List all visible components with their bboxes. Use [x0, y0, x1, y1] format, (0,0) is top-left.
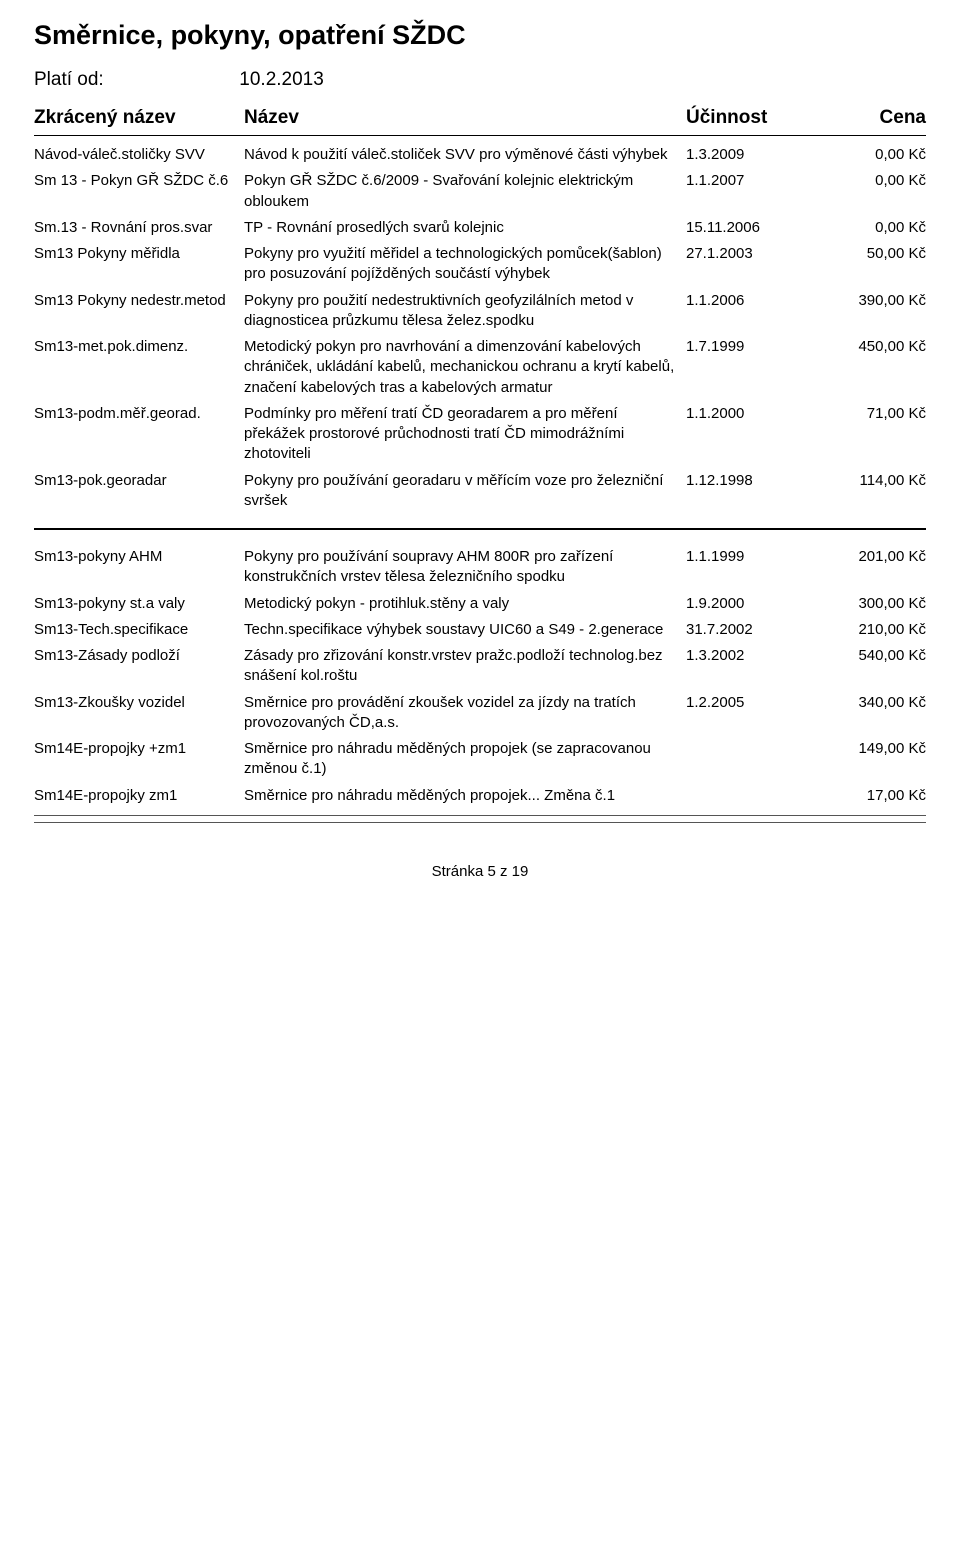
meta-label: Platí od:: [34, 69, 234, 91]
cell-eff: 15.11.2006: [686, 218, 806, 238]
cell-short: Sm13-Zásady podloží: [34, 646, 244, 666]
table-row: Sm13-Tech.specifikaceTechn.specifikace v…: [34, 617, 926, 643]
cell-price: 17,00 Kč: [806, 786, 926, 806]
cell-short: Sm13 Pokyny měřidla: [34, 244, 244, 264]
header-name: Název: [244, 107, 686, 129]
cell-name: Pokyny pro používání soupravy AHM 800R p…: [244, 547, 686, 588]
cell-name: Metodický pokyn - protihluk.stěny a valy: [244, 594, 686, 614]
cell-price: 540,00 Kč: [806, 646, 926, 666]
meta-row: Platí od: 10.2.2013: [34, 69, 926, 91]
table-row: Sm13-pok.georadarPokyny pro používání ge…: [34, 468, 926, 515]
cell-price: 450,00 Kč: [806, 337, 926, 357]
table-row: Sm13-Zkoušky vozidelSměrnice pro provádě…: [34, 690, 926, 737]
cell-name: Návod k použití váleč.stoliček SVV pro v…: [244, 145, 686, 165]
header-short: Zkrácený název: [34, 107, 244, 129]
cell-short: Sm13-pok.georadar: [34, 471, 244, 491]
cell-name: Techn.specifikace výhybek soustavy UIC60…: [244, 620, 686, 640]
cell-eff: 1.12.1998: [686, 471, 806, 491]
document-page: Směrnice, pokyny, opatření SŽDC Platí od…: [0, 0, 960, 910]
table-row: Sm13-met.pok.dimenz.Metodický pokyn pro …: [34, 334, 926, 401]
meta-value: 10.2.2013: [239, 69, 324, 90]
cell-short: Sm13-pokyny st.a valy: [34, 594, 244, 614]
table-row: Sm 13 - Pokyn GŘ SŽDC č.6Pokyn GŘ SŽDC č…: [34, 168, 926, 215]
cell-price: 0,00 Kč: [806, 218, 926, 238]
cell-eff: 1.9.2000: [686, 594, 806, 614]
cell-name: TP - Rovnání prosedlých svarů kolejnic: [244, 218, 686, 238]
cell-short: Sm13 Pokyny nedestr.metod: [34, 291, 244, 311]
table-body-1: Návod-váleč.stoličky SVVNávod k použití …: [34, 142, 926, 514]
cell-eff: 1.1.2006: [686, 291, 806, 311]
cell-short: Sm 13 - Pokyn GŘ SŽDC č.6: [34, 171, 244, 191]
table-row: Sm13 Pokyny nedestr.metodPokyny pro použ…: [34, 288, 926, 335]
cell-name: Metodický pokyn pro navrhování a dimenzo…: [244, 337, 686, 398]
cell-price: 149,00 Kč: [806, 739, 926, 759]
cell-price: 340,00 Kč: [806, 693, 926, 713]
cell-eff: 1.1.1999: [686, 547, 806, 567]
page-title: Směrnice, pokyny, opatření SŽDC: [34, 20, 926, 51]
cell-name: Zásady pro zřizování konstr.vrstev pražc…: [244, 646, 686, 687]
table-row: Sm14E-propojky zm1Směrnice pro náhradu m…: [34, 783, 926, 809]
cell-short: Sm13-podm.měř.georad.: [34, 404, 244, 424]
cell-price: 300,00 Kč: [806, 594, 926, 614]
cell-price: 50,00 Kč: [806, 244, 926, 264]
table-body-2: Sm13-pokyny AHMPokyny pro používání soup…: [34, 544, 926, 809]
cell-short: Návod-váleč.stoličky SVV: [34, 145, 244, 165]
cell-short: Sm13-pokyny AHM: [34, 547, 244, 567]
cell-short: Sm14E-propojky zm1: [34, 786, 244, 806]
cell-name: Pokyn GŘ SŽDC č.6/2009 - Svařování kolej…: [244, 171, 686, 212]
cell-name: Pokyny pro používání georadaru v měřícím…: [244, 471, 686, 512]
end-rule-2: [34, 822, 926, 823]
cell-short: Sm.13 - Rovnání pros.svar: [34, 218, 244, 238]
cell-short: Sm13-met.pok.dimenz.: [34, 337, 244, 357]
cell-name: Podmínky pro měření tratí ČD georadarem …: [244, 404, 686, 465]
cell-price: 71,00 Kč: [806, 404, 926, 424]
cell-price: 0,00 Kč: [806, 145, 926, 165]
table-row: Sm13 Pokyny měřidlaPokyny pro využití mě…: [34, 241, 926, 288]
cell-price: 114,00 Kč: [806, 471, 926, 491]
cell-name: Pokyny pro využití měřidel a technologic…: [244, 244, 686, 285]
cell-eff: 31.7.2002: [686, 620, 806, 640]
cell-eff: 27.1.2003: [686, 244, 806, 264]
section-separator: [34, 528, 926, 530]
cell-price: 0,00 Kč: [806, 171, 926, 191]
table-row: Sm13-pokyny st.a valyMetodický pokyn - p…: [34, 591, 926, 617]
cell-name: Pokyny pro použití nedestruktivních geof…: [244, 291, 686, 332]
cell-eff: 1.2.2005: [686, 693, 806, 713]
cell-eff: 1.1.2000: [686, 404, 806, 424]
cell-name: Směrnice pro náhradu měděných propojek..…: [244, 786, 686, 806]
cell-price: 390,00 Kč: [806, 291, 926, 311]
cell-price: 201,00 Kč: [806, 547, 926, 567]
end-rule-1: [34, 815, 926, 816]
page-footer: Stránka 5 z 19: [34, 863, 926, 880]
cell-eff: 1.1.2007: [686, 171, 806, 191]
table-row: Sm13-pokyny AHMPokyny pro používání soup…: [34, 544, 926, 591]
table-row: Sm14E-propojky +zm1Směrnice pro náhradu …: [34, 736, 926, 783]
table-row: Sm13-podm.měř.georad.Podmínky pro měření…: [34, 401, 926, 468]
table-row: Sm13-Zásady podložíZásady pro zřizování …: [34, 643, 926, 690]
table-row: Sm.13 - Rovnání pros.svarTP - Rovnání pr…: [34, 215, 926, 241]
cell-name: Směrnice pro náhradu měděných propojek (…: [244, 739, 686, 780]
cell-eff: 1.3.2009: [686, 145, 806, 165]
table-header: Zkrácený název Název Účinnost Cena: [34, 107, 926, 136]
table-row: Návod-váleč.stoličky SVVNávod k použití …: [34, 142, 926, 168]
cell-price: 210,00 Kč: [806, 620, 926, 640]
cell-short: Sm13-Tech.specifikace: [34, 620, 244, 640]
cell-short: Sm13-Zkoušky vozidel: [34, 693, 244, 713]
cell-short: Sm14E-propojky +zm1: [34, 739, 244, 759]
cell-eff: 1.7.1999: [686, 337, 806, 357]
header-price: Cena: [806, 107, 926, 129]
header-eff: Účinnost: [686, 107, 806, 129]
cell-name: Směrnice pro provádění zkoušek vozidel z…: [244, 693, 686, 734]
cell-eff: 1.3.2002: [686, 646, 806, 666]
